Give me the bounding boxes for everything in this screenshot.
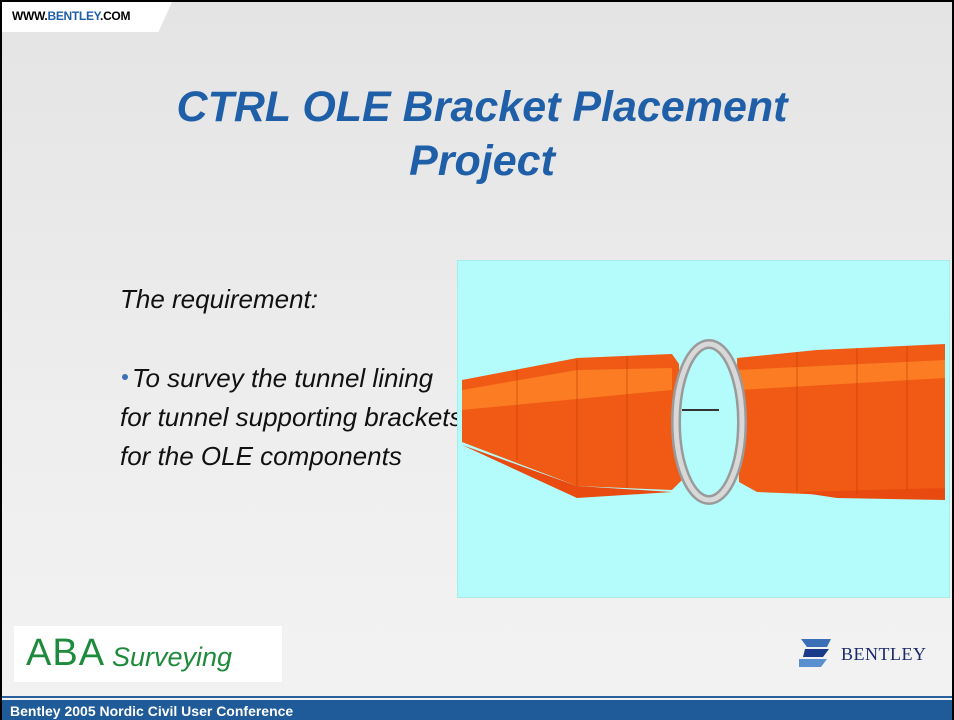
- title-line: CTRL OLE Bracket Placement: [62, 80, 902, 134]
- footer-bar: Bentley 2005 Nordic Civil User Conferenc…: [2, 700, 954, 720]
- footer-text: Bentley 2005 Nordic Civil User Conferenc…: [10, 703, 293, 719]
- site-url: WWW.BENTLEY.COM: [12, 9, 130, 23]
- slide: WWW.BENTLEY.COM CTRL OLE Bracket Placeme…: [0, 0, 954, 720]
- slide-title: CTRL OLE Bracket Placement Project: [62, 80, 902, 188]
- site-suffix: .COM: [100, 9, 130, 23]
- bentley-logo-text: BENTLEY: [841, 644, 926, 665]
- site-brand: BENTLEY: [47, 9, 100, 23]
- bentley-logo: BENTLEY: [797, 635, 837, 674]
- bullet-text: To survey the tunnel lining for tunnel s…: [120, 363, 463, 471]
- aba-logo: ABA Surveying: [14, 626, 282, 682]
- footer-line: [2, 696, 954, 698]
- site-prefix: WWW.: [12, 9, 47, 23]
- aba-logo-main: ABA: [26, 632, 105, 675]
- heading: The requirement:: [120, 284, 318, 315]
- aba-logo-sub: Surveying: [112, 642, 232, 673]
- tunnel-image: [457, 260, 950, 598]
- bentley-logo-mark: [797, 635, 837, 669]
- bullet-item: To survey the tunnel lining for tunnel s…: [120, 359, 465, 476]
- title-line: Project: [62, 134, 902, 188]
- bullet-dot: [122, 374, 128, 380]
